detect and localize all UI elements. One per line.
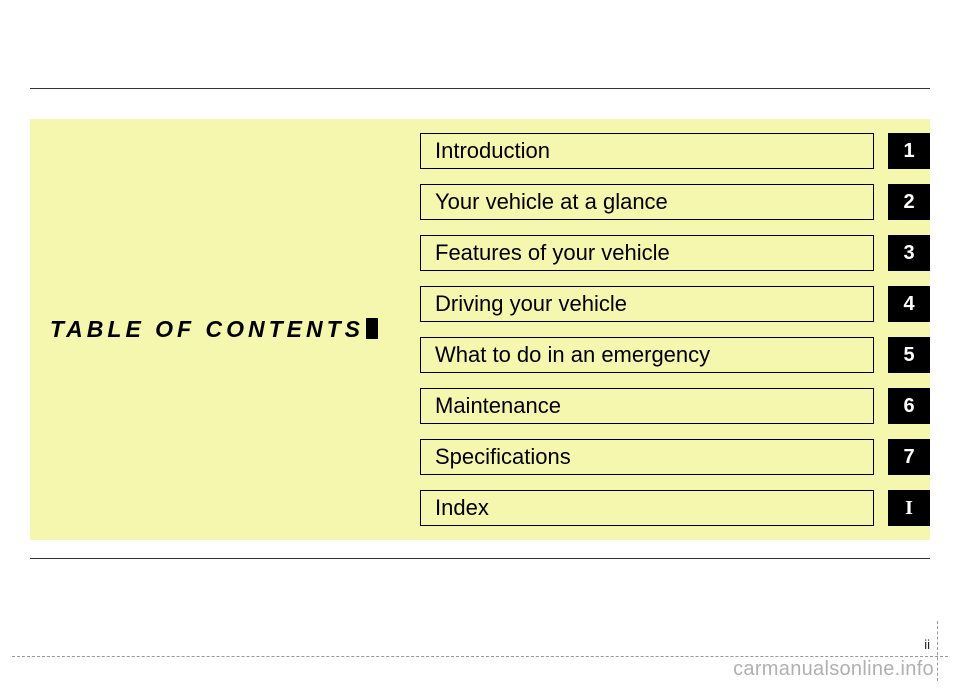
toc-item[interactable]: Introduction	[420, 133, 874, 169]
toc-tab-label: 5	[903, 344, 914, 367]
toc-tab-label: 1	[903, 140, 914, 163]
toc-row: Introduction 1	[420, 133, 930, 169]
toc-tab[interactable]: 3	[888, 235, 930, 271]
toc-row: Index I	[420, 490, 930, 526]
toc-tab-label: 4	[903, 293, 914, 316]
rule-bottom	[30, 558, 930, 559]
toc-item-label: Index	[435, 495, 489, 521]
toc-row: Driving your vehicle 4	[420, 286, 930, 322]
toc-tab[interactable]: 5	[888, 337, 930, 373]
toc-row: Specifications 7	[420, 439, 930, 475]
toc-item[interactable]: Index	[420, 490, 874, 526]
toc-tab-label: 3	[903, 242, 914, 265]
toc-row: Your vehicle at a glance 2	[420, 184, 930, 220]
toc-item[interactable]: What to do in an emergency	[420, 337, 874, 373]
toc-row: Maintenance 6	[420, 388, 930, 424]
toc-tab[interactable]: 4	[888, 286, 930, 322]
toc-item-label: Your vehicle at a glance	[435, 189, 668, 215]
watermark: carmanualsonline.info	[733, 658, 934, 681]
toc-item-label: What to do in an emergency	[435, 342, 710, 368]
dashed-rule	[12, 656, 948, 657]
toc-tab[interactable]: 6	[888, 388, 930, 424]
toc-tab[interactable]: 1	[888, 133, 930, 169]
title-end-block	[366, 318, 378, 339]
toc-tab[interactable]: 2	[888, 184, 930, 220]
dashed-rule-vertical	[937, 621, 938, 681]
toc-tab[interactable]: 7	[888, 439, 930, 475]
toc-title-region: TABLE OF CONTENTS	[30, 316, 420, 343]
page-number: ii	[924, 637, 930, 652]
toc-item-label: Specifications	[435, 444, 571, 470]
toc-tab-label: I	[905, 497, 913, 520]
toc-tab-label: 2	[903, 191, 914, 214]
toc-tab[interactable]: I	[888, 490, 930, 526]
toc-row: What to do in an emergency 5	[420, 337, 930, 373]
toc-item[interactable]: Features of your vehicle	[420, 235, 874, 271]
toc-title: TABLE OF CONTENTS	[50, 316, 378, 343]
toc-row: Features of your vehicle 3	[420, 235, 930, 271]
toc-item-label: Features of your vehicle	[435, 240, 670, 266]
toc-tab-label: 6	[903, 395, 914, 418]
toc-item-label: Maintenance	[435, 393, 561, 419]
toc-tab-label: 7	[903, 446, 914, 469]
toc-item-label: Introduction	[435, 138, 550, 164]
toc-item[interactable]: Driving your vehicle	[420, 286, 874, 322]
toc-item[interactable]: Your vehicle at a glance	[420, 184, 874, 220]
toc-list: Introduction 1 Your vehicle at a glance …	[420, 133, 930, 526]
toc-panel: TABLE OF CONTENTS Introduction 1 Your ve…	[30, 119, 930, 540]
rule-top	[30, 88, 930, 89]
toc-item-label: Driving your vehicle	[435, 291, 627, 317]
page-content: TABLE OF CONTENTS Introduction 1 Your ve…	[0, 0, 960, 559]
toc-item[interactable]: Maintenance	[420, 388, 874, 424]
toc-item[interactable]: Specifications	[420, 439, 874, 475]
toc-title-text: TABLE OF CONTENTS	[50, 316, 364, 342]
